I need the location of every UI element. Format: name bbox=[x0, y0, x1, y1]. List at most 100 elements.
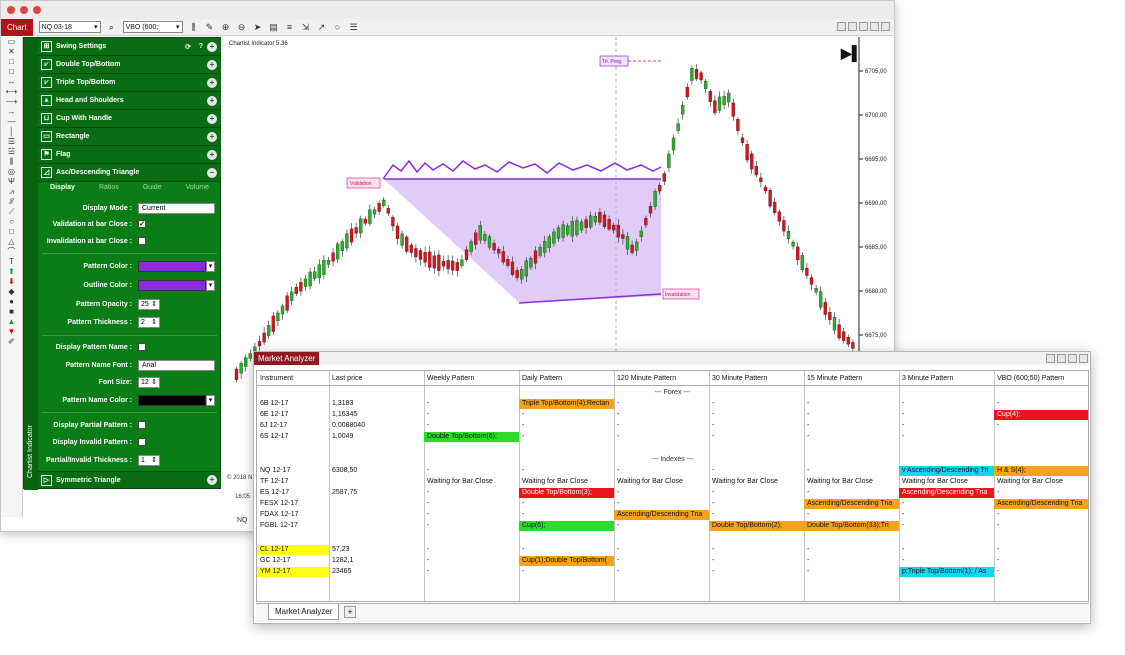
instrument-cell[interactable]: 6J 12-17 bbox=[260, 422, 288, 429]
table-cell[interactable]: 2587,75 bbox=[332, 489, 358, 496]
triangle-up-icon[interactable]: ▲ bbox=[7, 317, 16, 326]
table-cell[interactable]: - bbox=[902, 422, 905, 429]
column-separator[interactable] bbox=[994, 371, 995, 601]
table-cell[interactable]: - bbox=[997, 489, 1000, 496]
table-cell[interactable]: Double Top/Bottom(33);Tri bbox=[804, 521, 899, 531]
table-cell[interactable]: - bbox=[522, 422, 525, 429]
table-cell[interactable]: - bbox=[522, 500, 525, 507]
instrument-cell[interactable]: FESX 12-17 bbox=[260, 500, 299, 507]
table-cell[interactable]: Waiting for Bar Close bbox=[902, 478, 968, 485]
table-cell[interactable]: - bbox=[997, 422, 1000, 429]
font-size-stepper[interactable]: 12 ⇕ bbox=[138, 376, 160, 388]
table-cell[interactable]: v Ascending/Descending Tri bbox=[899, 466, 994, 476]
table-cell[interactable]: - bbox=[617, 422, 620, 429]
add-tab-button[interactable]: + bbox=[344, 606, 356, 618]
pattern-row-cup-handle[interactable]: ⊔ Cup With Handle + bbox=[38, 110, 221, 128]
instrument-cell[interactable]: 6E 12-17 bbox=[260, 411, 289, 418]
table-cell[interactable]: - bbox=[902, 522, 905, 529]
table-cell[interactable]: 23465 bbox=[332, 568, 352, 575]
properties-icon[interactable]: ▤ bbox=[269, 21, 278, 32]
column-separator[interactable] bbox=[709, 371, 710, 601]
diamond-icon[interactable]: ◆ bbox=[8, 287, 15, 296]
maximize-icon[interactable] bbox=[870, 22, 879, 31]
table-cell[interactable]: - bbox=[427, 546, 430, 553]
tile-icon[interactable] bbox=[848, 22, 857, 31]
invalid-checkbox[interactable] bbox=[138, 438, 146, 446]
table-cell[interactable]: - bbox=[997, 522, 1000, 529]
table-cell[interactable] bbox=[329, 477, 424, 487]
expand-icon[interactable]: + bbox=[207, 475, 217, 485]
table-cell[interactable]: - bbox=[997, 511, 1000, 518]
table-cell[interactable]: 1,3183 bbox=[332, 400, 354, 407]
table-cell[interactable]: - bbox=[902, 511, 905, 518]
tile-icon[interactable] bbox=[1046, 354, 1055, 363]
pattern-row-triple-top[interactable]: ⩗ Triple Top/Bottom + bbox=[38, 74, 221, 92]
name-color-swatch[interactable] bbox=[138, 394, 206, 406]
table-cell[interactable]: Cup(1);Double Top/Bottom( bbox=[519, 556, 614, 566]
table-cell[interactable]: - bbox=[807, 546, 810, 553]
table-cell[interactable]: - bbox=[427, 500, 430, 507]
zoom-out-icon[interactable]: ⊖ bbox=[237, 21, 246, 32]
pattern-row-swing-settings[interactable]: ⊞ Swing Settings ⟳ ? + bbox=[38, 38, 221, 56]
table-cell[interactable]: - bbox=[427, 511, 430, 518]
table-cell[interactable]: Double Top/Bottom(3); bbox=[519, 488, 614, 498]
table-cell[interactable]: Cup(6); bbox=[519, 521, 614, 531]
partial-thickness-stepper[interactable]: 1 ⇕ bbox=[138, 454, 160, 466]
instrument-cell[interactable]: NQ 12-17 bbox=[260, 467, 291, 474]
table-cell[interactable]: - bbox=[617, 467, 620, 474]
table-cell[interactable]: - bbox=[522, 433, 525, 440]
tab-ratios[interactable]: Ratios bbox=[98, 184, 119, 191]
instrument-select[interactable]: NQ 03-18 ▾ bbox=[38, 21, 101, 33]
table-cell[interactable] bbox=[329, 521, 424, 531]
regression-icon[interactable]: ⩘ bbox=[9, 187, 14, 196]
chevron-down-icon[interactable]: ▾ bbox=[206, 260, 215, 272]
pattern-row-asc-desc-triangle[interactable]: ◿ Asc/Descending Triangle − bbox=[38, 164, 221, 182]
pattern-row-flag[interactable]: ⚑ Flag + bbox=[38, 146, 221, 164]
table-cell[interactable]: - bbox=[712, 489, 715, 496]
table-cell[interactable]: Triple Top/Bottom(4);Rectan bbox=[519, 399, 614, 409]
triangle-icon[interactable]: △ bbox=[8, 237, 15, 246]
table-cell[interactable]: - bbox=[712, 433, 715, 440]
table-cell[interactable]: - bbox=[807, 568, 810, 575]
table-cell[interactable]: - bbox=[617, 489, 620, 496]
table-cell[interactable]: - bbox=[712, 546, 715, 553]
table-cell[interactable]: Ascending/Descending Tria bbox=[804, 499, 899, 509]
column-separator[interactable] bbox=[519, 371, 520, 601]
pattern-row-symmetric-triangle[interactable]: ▷ Symmetric Triangle + bbox=[38, 471, 221, 489]
table-cell[interactable]: - bbox=[522, 568, 525, 575]
rectangle-icon[interactable]: ▭ bbox=[7, 37, 16, 46]
table-cell[interactable]: Waiting for Bar Close bbox=[712, 478, 778, 485]
table-cell[interactable]: - bbox=[522, 411, 525, 418]
minimize-icon[interactable] bbox=[859, 22, 868, 31]
table-cell[interactable]: - bbox=[807, 411, 810, 418]
strategy-icon[interactable]: ≡ bbox=[286, 22, 293, 32]
square-icon[interactable]: □ bbox=[9, 67, 14, 76]
ray-icon[interactable]: ⟶ bbox=[5, 97, 18, 106]
thickness-stepper[interactable]: 2 ⇕ bbox=[138, 316, 160, 328]
dataseries-select[interactable]: VBO (600; ▾ bbox=[122, 21, 183, 33]
table-cell[interactable]: Ascending/Descending Tria bbox=[994, 499, 1088, 509]
table-cell[interactable]: - bbox=[712, 400, 715, 407]
gann-icon[interactable]: ◎ bbox=[8, 167, 15, 176]
table-cell[interactable]: - bbox=[902, 546, 905, 553]
table-cell[interactable]: - bbox=[427, 400, 430, 407]
ellipse-icon[interactable]: ○ bbox=[9, 217, 14, 226]
table-cell[interactable]: Ascending/Descending Tria bbox=[614, 510, 709, 520]
table-cell[interactable]: - bbox=[712, 557, 715, 564]
pattern-row-rectangle[interactable]: ▭ Rectangle + bbox=[38, 128, 221, 146]
table-cell[interactable]: Double Top/Bottom(6); bbox=[424, 432, 519, 442]
square-icon[interactable]: □ bbox=[9, 57, 14, 66]
instrument-cell[interactable]: TF 12-17 bbox=[260, 478, 289, 485]
table-cell[interactable]: - bbox=[807, 511, 810, 518]
instrument-cell[interactable]: FDAX 12-17 bbox=[260, 511, 299, 518]
chart-bottom-tab[interactable]: NQ bbox=[237, 517, 248, 524]
table-cell[interactable]: Ascending/Descending Tria bbox=[899, 488, 994, 498]
table-cell[interactable]: - bbox=[997, 546, 1000, 553]
table-cell[interactable] bbox=[329, 499, 424, 509]
rectangle-icon[interactable]: □ bbox=[9, 227, 14, 236]
fib-extension-icon[interactable]: ☱ bbox=[7, 147, 16, 156]
zoom-window-button[interactable] bbox=[33, 6, 41, 14]
close-window-button[interactable] bbox=[7, 6, 15, 14]
column-separator[interactable] bbox=[424, 371, 425, 601]
display-mode-select[interactable]: Current bbox=[138, 202, 215, 214]
